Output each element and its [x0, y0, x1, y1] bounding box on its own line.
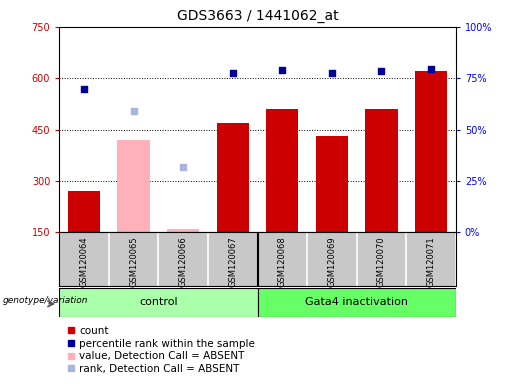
Text: genotype/variation: genotype/variation — [3, 296, 89, 305]
Point — [427, 66, 435, 72]
Point — [328, 70, 336, 76]
Point — [278, 66, 286, 73]
Text: GSM120066: GSM120066 — [179, 237, 187, 287]
Legend: count, percentile rank within the sample, value, Detection Call = ABSENT, rank, : count, percentile rank within the sample… — [64, 324, 257, 376]
Text: GSM120071: GSM120071 — [426, 237, 436, 287]
Text: Gata4 inactivation: Gata4 inactivation — [305, 297, 408, 308]
Bar — [415, 71, 447, 232]
Bar — [117, 140, 150, 232]
Bar — [266, 109, 298, 232]
Point — [129, 108, 138, 114]
Bar — [59, 288, 258, 317]
Text: control: control — [139, 297, 178, 308]
Bar — [258, 288, 456, 317]
Text: GSM120070: GSM120070 — [377, 237, 386, 287]
Text: GSM120064: GSM120064 — [79, 237, 89, 287]
Text: GSM120068: GSM120068 — [278, 237, 287, 287]
Text: GSM120069: GSM120069 — [328, 237, 336, 287]
Bar — [316, 136, 348, 232]
Text: GSM120067: GSM120067 — [228, 237, 237, 287]
Bar — [365, 109, 398, 232]
Point — [229, 70, 237, 76]
Bar — [167, 229, 199, 232]
Point — [80, 85, 88, 91]
Bar — [68, 191, 100, 232]
Bar — [217, 123, 249, 232]
Text: GSM120065: GSM120065 — [129, 237, 138, 287]
Point — [377, 68, 386, 74]
Point — [179, 164, 187, 170]
Title: GDS3663 / 1441062_at: GDS3663 / 1441062_at — [177, 9, 338, 23]
